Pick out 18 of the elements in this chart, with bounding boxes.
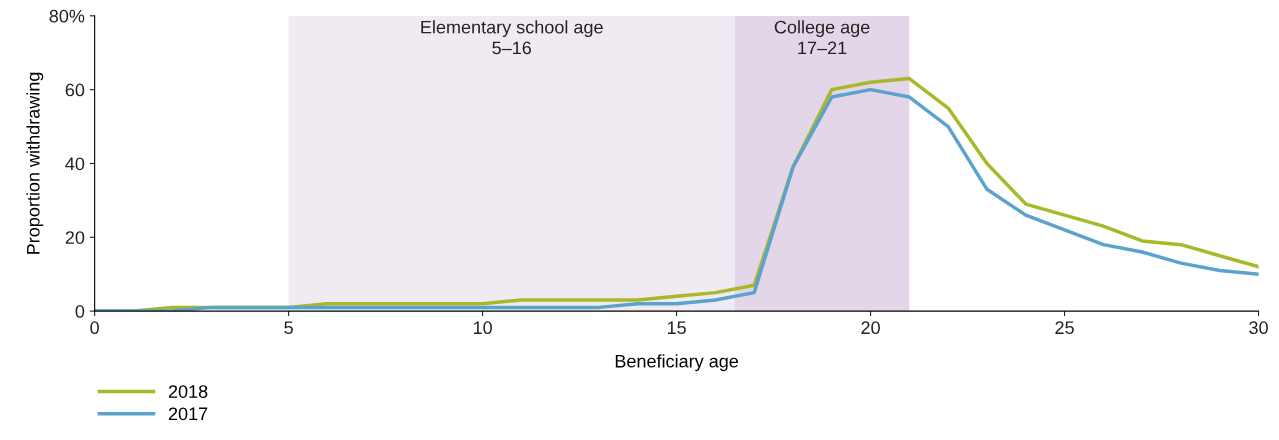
x-tick-label: 15 (667, 321, 686, 335)
y-tick-label: 0 (75, 305, 85, 318)
legend-label: 2018 (168, 385, 208, 398)
y-tick-label: 20 (65, 231, 85, 244)
band-label: College age 17–21 (774, 20, 870, 55)
x-axis-title: Beneficiary age (615, 354, 739, 372)
x-tick-label: 0 (90, 321, 99, 335)
x-tick-label: 5 (284, 321, 293, 335)
x-tick-label: 30 (1249, 321, 1268, 335)
y-tick-label: 60 (65, 83, 85, 97)
band-label: Elementary school age 5–16 (421, 20, 603, 55)
legend-label: 2017 (168, 407, 208, 421)
y-tick-label: 80% (49, 9, 85, 23)
x-tick-label: 25 (1055, 321, 1074, 335)
y-tick-label: 40 (65, 157, 85, 171)
y-axis-title: Proportion withdrawing (26, 72, 44, 254)
x-tick-label: 20 (861, 321, 880, 335)
x-tick-label: 10 (473, 321, 492, 335)
